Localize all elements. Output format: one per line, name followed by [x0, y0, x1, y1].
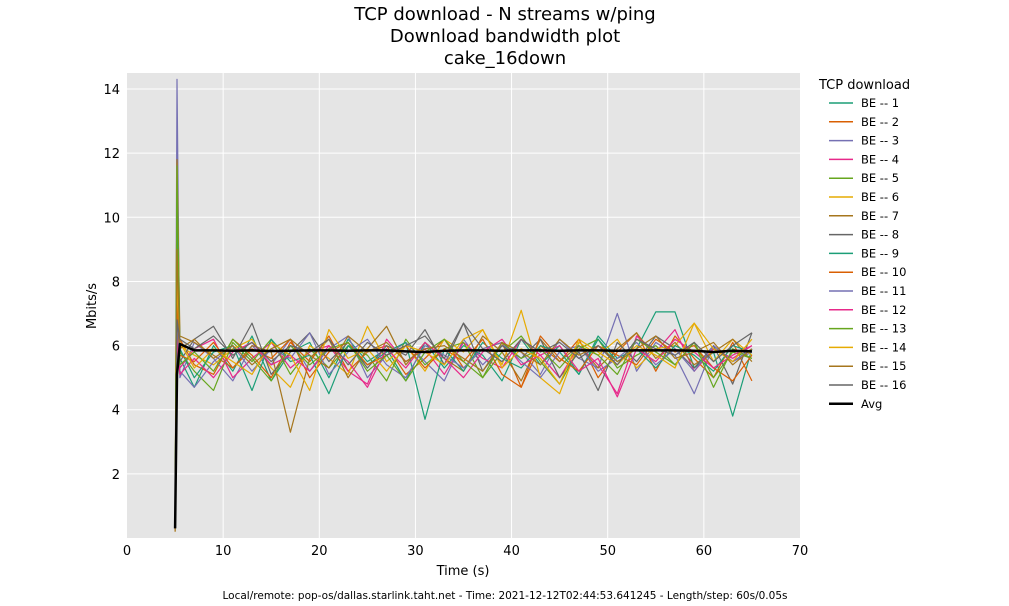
- y-axis-label: Mbits/s: [85, 283, 100, 329]
- x-axis-label: Time (s): [436, 564, 490, 579]
- y-tick-label: 6: [112, 340, 120, 355]
- legend-entry-label: BE -- 2: [861, 115, 899, 129]
- y-tick-label: 8: [112, 275, 120, 290]
- x-tick-label: 30: [407, 544, 424, 559]
- footer-metadata: Local/remote: pop-os/dallas.starlink.tah…: [223, 590, 788, 602]
- legend-entry-label: BE -- 1: [861, 96, 899, 110]
- legend-entry-label: BE -- 12: [861, 303, 906, 317]
- legend-entry-label: BE -- 4: [861, 152, 899, 166]
- x-tick-label: 20: [311, 544, 328, 559]
- y-tick-label: 14: [103, 83, 120, 98]
- legend-entry-label: BE -- 15: [861, 359, 906, 373]
- legend-entry-label: BE -- 6: [861, 190, 899, 204]
- y-tick-label: 10: [103, 211, 120, 226]
- legend-entry-label: BE -- 5: [861, 171, 899, 185]
- plot-area: [127, 73, 800, 538]
- y-tick-label: 12: [103, 147, 120, 162]
- legend-entry-label: BE -- 14: [861, 340, 906, 354]
- y-tick-label: 2: [112, 468, 120, 483]
- chart-title-line-2: Download bandwidth plot: [390, 26, 620, 47]
- x-tick-label: 10: [215, 544, 232, 559]
- series-line-14: [174, 280, 753, 516]
- series-line-4: [174, 329, 753, 529]
- legend-entry-label: BE -- 8: [861, 228, 899, 242]
- legend-entry-label: BE -- 11: [861, 284, 906, 298]
- x-tick-label: 70: [792, 544, 809, 559]
- chart-title-line-1: TCP download - N streams w/ping: [353, 4, 655, 25]
- x-tick-label: 60: [696, 544, 713, 559]
- legend-entry-label: BE -- 9: [861, 246, 899, 260]
- series-line-avg: [173, 342, 752, 529]
- legend-entry-label: BE -- 16: [861, 378, 906, 392]
- x-tick-label: 50: [599, 544, 616, 559]
- chart-title-line-3: cake_16down: [444, 48, 566, 69]
- legend-title: TCP download: [818, 78, 910, 93]
- legend: BE -- 1 BE -- 2 BE -- 3 BE -- 4 BE -- 5 BE --…: [829, 96, 906, 411]
- x-tick-label: 40: [503, 544, 520, 559]
- y-tick-label: 4: [112, 404, 120, 419]
- legend-entry-label: BE -- 13: [861, 322, 906, 336]
- legend-entry-label: BE -- 10: [861, 265, 906, 279]
- legend-entry-label: BE -- 7: [861, 209, 899, 223]
- x-tick-label: 0: [123, 544, 131, 559]
- legend-entry-label: BE -- 3: [861, 134, 899, 148]
- legend-entry-label: Avg: [861, 397, 882, 411]
- series-line-15: [174, 248, 753, 532]
- series-line-13: [174, 165, 753, 523]
